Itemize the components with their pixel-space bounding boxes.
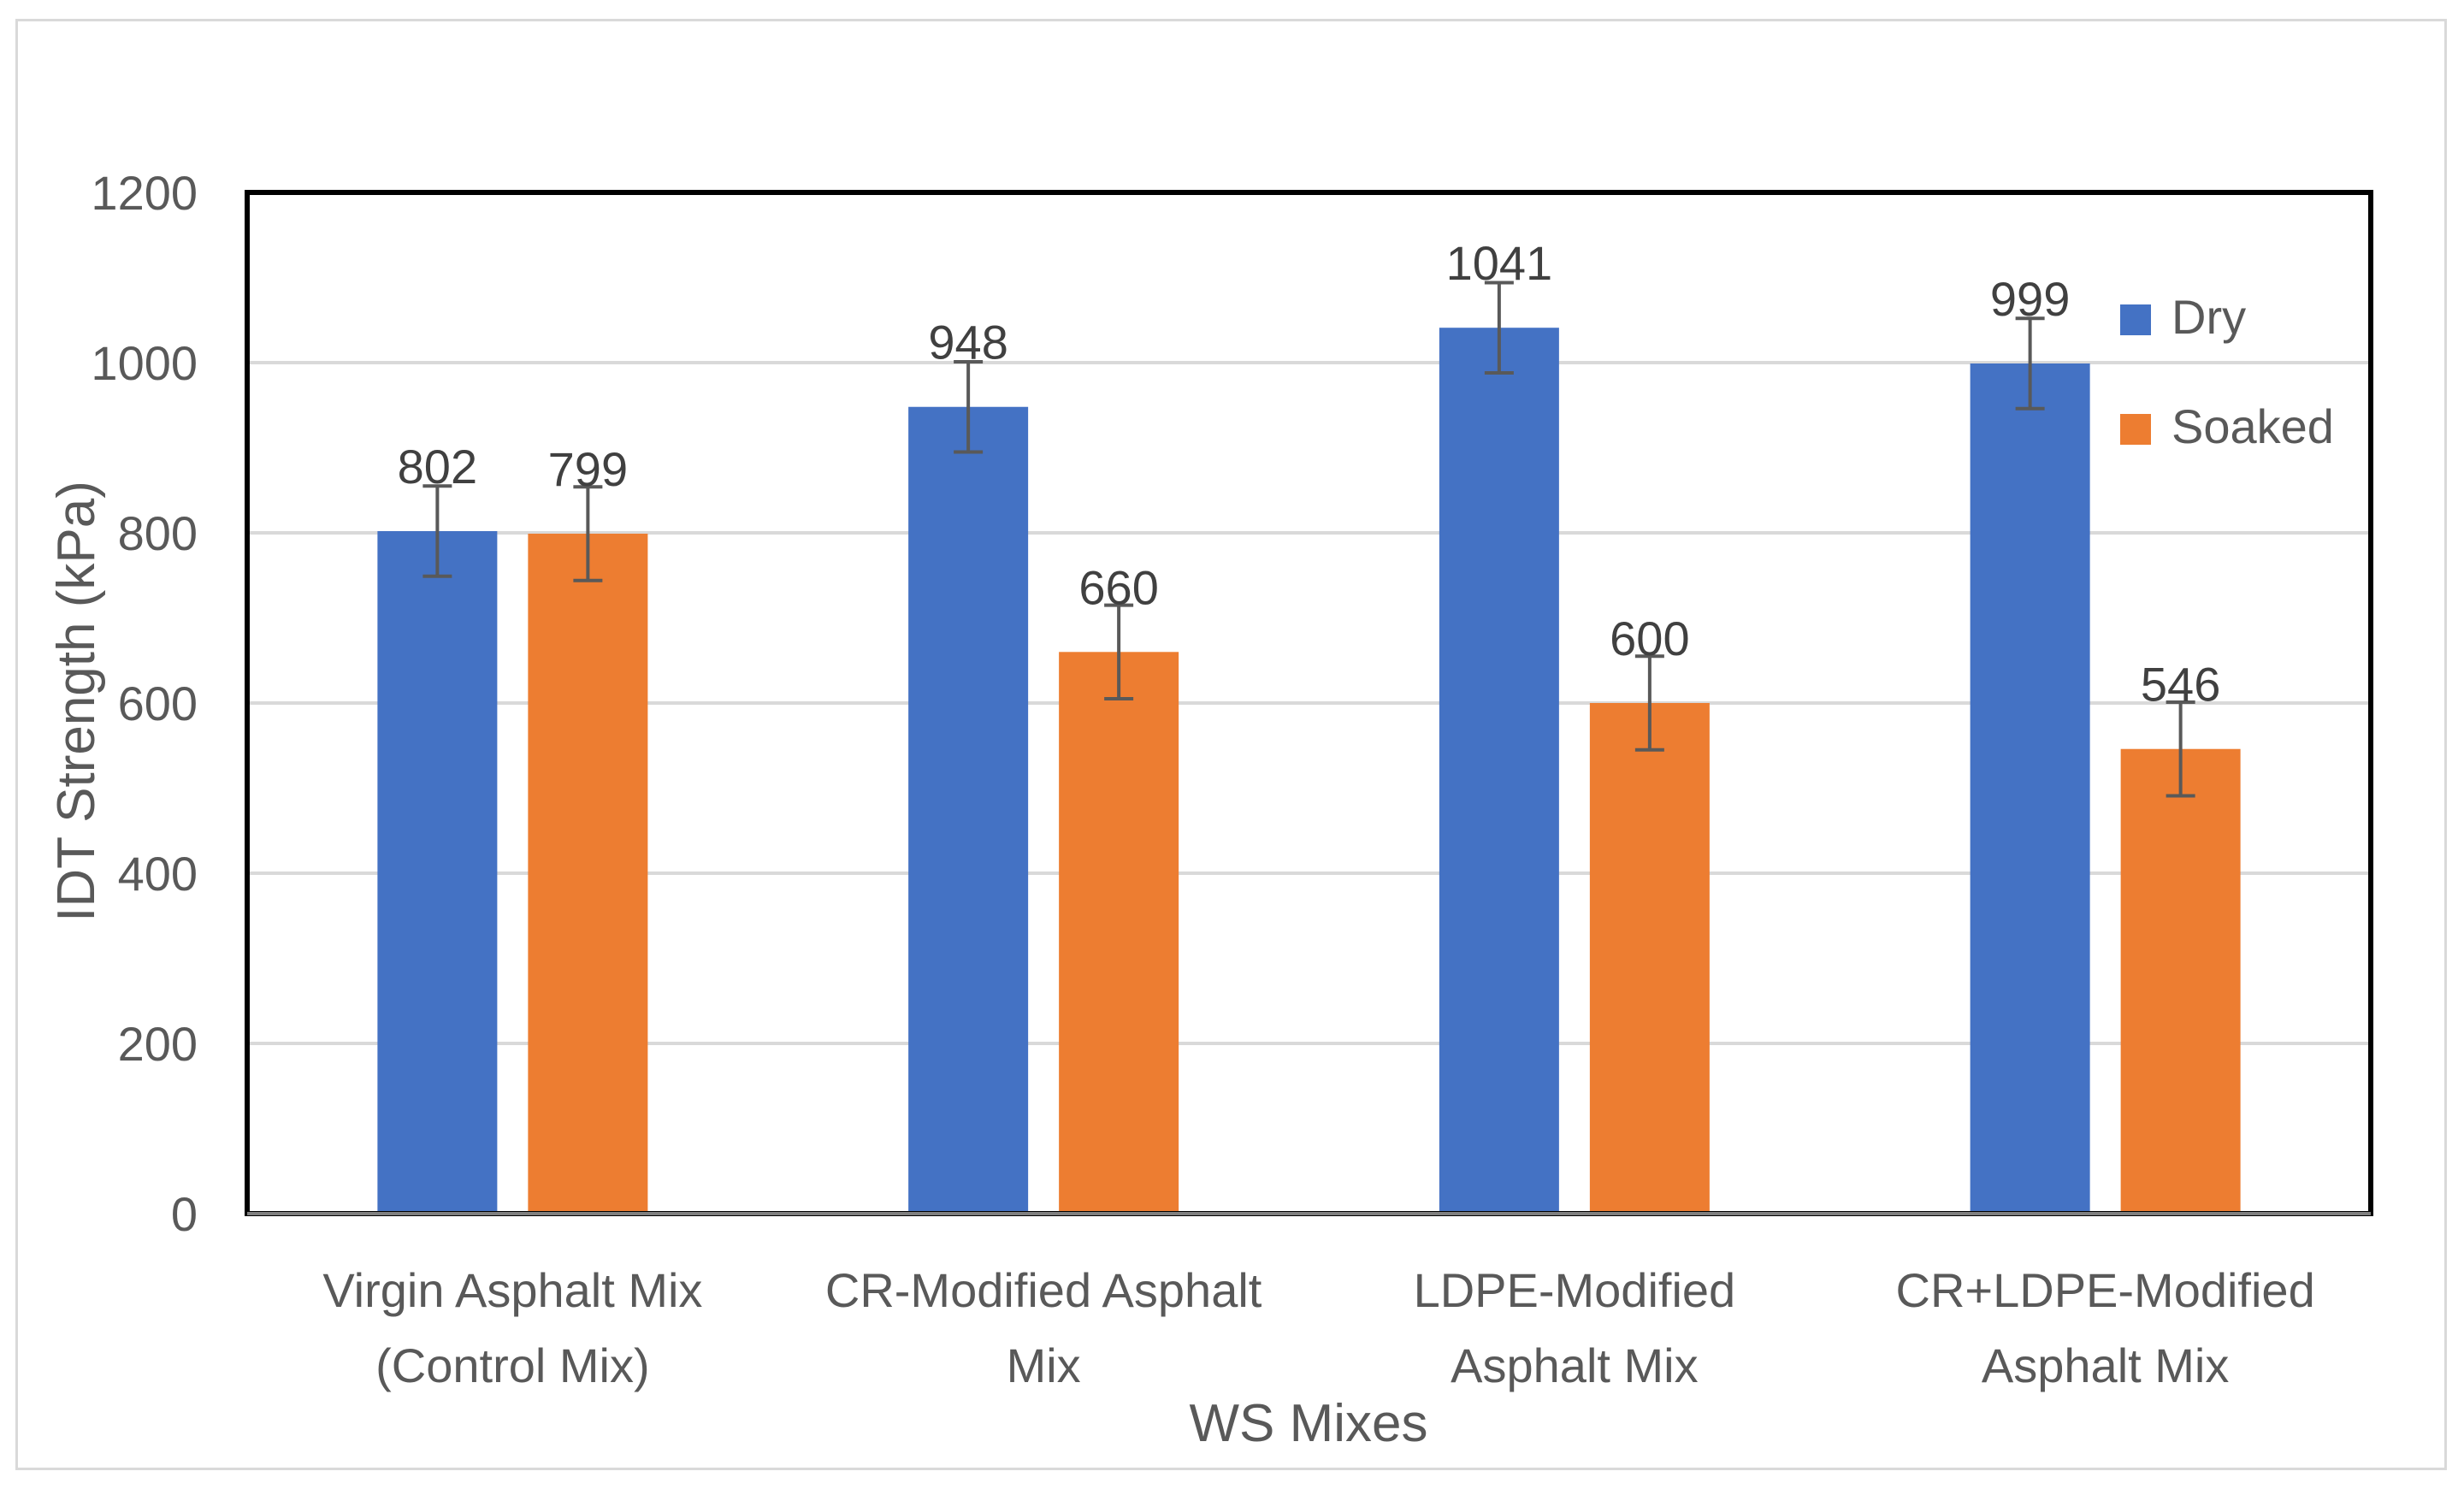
x-tick-label-2: LDPE-Modified Asphalt Mix [1414, 1263, 1736, 1392]
x-tick-label-line: Virgin Asphalt Mix [322, 1263, 702, 1317]
x-tick-label-line: Mix [1007, 1338, 1081, 1392]
bar-soaked-2 [1589, 703, 1710, 1214]
data-label-dry-1: 948 [928, 316, 1007, 369]
y-axis-title: IDT Strength (kPa) [47, 481, 106, 922]
x-tick-label-line: Asphalt Mix [1982, 1338, 2229, 1392]
x-tick-label-line: CR-Modified Asphalt [825, 1263, 1262, 1317]
data-label-soaked-3: 546 [2141, 658, 2220, 712]
bar-dry-3 [1970, 363, 2090, 1214]
legend-label-soaked: Soaked [2172, 399, 2334, 453]
legend-swatch-dry [2120, 304, 2151, 335]
bar-dry-0 [377, 531, 498, 1214]
data-label-soaked-2: 600 [1610, 612, 1689, 665]
x-tick-label-line: CR+LDPE-Modified [1896, 1263, 2315, 1317]
y-tick-label-1000: 1000 [91, 336, 198, 390]
bar-dry-1 [908, 406, 1029, 1214]
x-tick-label-1: CR-Modified Asphalt Mix [825, 1263, 1262, 1392]
legend-swatch-soaked [2120, 414, 2151, 445]
bar-soaked-1 [1059, 652, 1179, 1214]
x-tick-label-line: Asphalt Mix [1451, 1338, 1698, 1392]
data-label-dry-2: 1041 [1446, 236, 1553, 290]
bar-dry-2 [1439, 328, 1559, 1214]
data-label-dry-3: 999 [1990, 272, 2070, 326]
y-tick-label-600: 600 [118, 677, 198, 730]
x-tick-label-3: CR+LDPE-Modified Asphalt Mix [1896, 1263, 2315, 1392]
data-label-dry-0: 802 [398, 440, 477, 493]
bar-soaked-3 [2120, 748, 2241, 1214]
y-tick-label-200: 200 [118, 1017, 198, 1071]
x-axis-title: WS Mixes [1190, 1394, 1428, 1453]
x-tick-label-0: Virgin Asphalt Mix (Control Mix) [322, 1263, 702, 1392]
y-tick-label-0: 0 [171, 1187, 198, 1241]
bar-soaked-0 [528, 533, 648, 1214]
y-tick-label-1200: 1200 [91, 166, 198, 220]
x-tick-label-line: (Control Mix) [375, 1338, 649, 1392]
data-label-soaked-0: 799 [548, 442, 628, 496]
y-tick-label-400: 400 [118, 847, 198, 901]
y-tick-label-800: 800 [118, 506, 198, 560]
data-label-soaked-1: 660 [1078, 560, 1158, 614]
legend-label-dry: Dry [2172, 290, 2246, 344]
x-tick-label-line: LDPE-Modified [1414, 1263, 1736, 1317]
